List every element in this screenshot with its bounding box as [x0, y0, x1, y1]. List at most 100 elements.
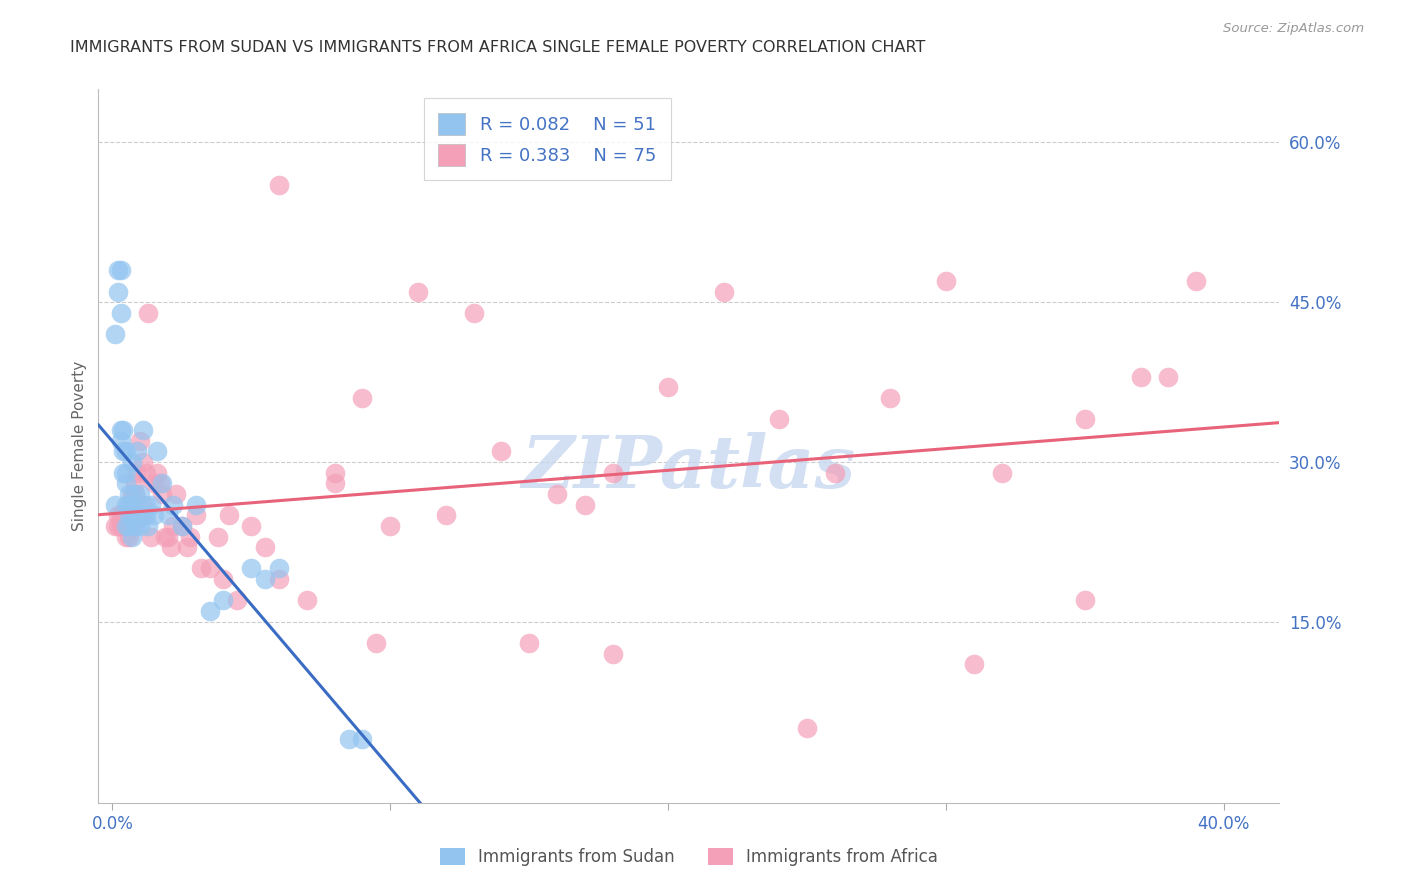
Text: ZIPatlas: ZIPatlas: [522, 432, 856, 503]
Point: [323, 466, 346, 480]
Point: [198, 604, 221, 618]
Point: [124, 476, 146, 491]
Point: [713, 285, 735, 299]
Point: [143, 508, 166, 523]
Point: [127, 508, 149, 523]
Point: [115, 476, 138, 491]
Point: [380, 519, 402, 533]
Point: [935, 274, 957, 288]
Point: [118, 487, 141, 501]
Point: [129, 508, 152, 523]
Point: [127, 466, 149, 480]
Point: [104, 327, 127, 342]
Point: [118, 519, 141, 533]
Point: [1074, 593, 1097, 607]
Point: [366, 636, 388, 650]
Point: [323, 476, 346, 491]
Point: [146, 444, 169, 458]
Point: [124, 508, 146, 523]
Point: [138, 519, 160, 533]
Point: [517, 636, 540, 650]
Point: [118, 519, 141, 533]
Point: [118, 529, 141, 543]
Point: [121, 498, 143, 512]
Point: [406, 285, 429, 299]
Point: [179, 529, 201, 543]
Point: [156, 529, 179, 543]
Point: [162, 498, 184, 512]
Point: [129, 434, 152, 448]
Point: [602, 466, 624, 480]
Legend: Immigrants from Sudan, Immigrants from Africa: Immigrants from Sudan, Immigrants from A…: [433, 841, 945, 873]
Point: [170, 519, 193, 533]
Point: [104, 519, 127, 533]
Point: [156, 508, 179, 523]
Point: [254, 572, 277, 586]
Point: [107, 285, 129, 299]
Point: [107, 519, 129, 533]
Point: [110, 306, 132, 320]
Point: [112, 423, 135, 437]
Point: [121, 508, 143, 523]
Point: [824, 466, 846, 480]
Point: [115, 508, 138, 523]
Point: [110, 434, 132, 448]
Point: [115, 498, 138, 512]
Point: [141, 498, 163, 512]
Point: [129, 487, 152, 501]
Point: [104, 498, 127, 512]
Point: [963, 657, 986, 672]
Point: [240, 561, 263, 575]
Point: [110, 423, 132, 437]
Point: [132, 508, 155, 523]
Point: [129, 519, 152, 533]
Point: [110, 519, 132, 533]
Point: [110, 508, 132, 523]
Point: [115, 444, 138, 458]
Point: [352, 731, 374, 746]
Point: [463, 306, 485, 320]
Point: [254, 540, 277, 554]
Point: [1129, 369, 1152, 384]
Point: [112, 466, 135, 480]
Point: [124, 519, 146, 533]
Y-axis label: Single Female Poverty: Single Female Poverty: [72, 361, 87, 531]
Point: [337, 731, 360, 746]
Point: [115, 519, 138, 533]
Point: [212, 572, 235, 586]
Point: [657, 380, 679, 394]
Point: [135, 498, 157, 512]
Point: [148, 476, 170, 491]
Point: [118, 498, 141, 512]
Point: [112, 444, 135, 458]
Point: [162, 519, 184, 533]
Point: [574, 498, 596, 512]
Point: [143, 476, 166, 491]
Point: [138, 306, 160, 320]
Point: [184, 498, 207, 512]
Point: [153, 529, 176, 543]
Point: [218, 508, 240, 523]
Point: [796, 721, 818, 735]
Point: [1157, 369, 1180, 384]
Point: [159, 540, 181, 554]
Point: [135, 508, 157, 523]
Point: [110, 263, 132, 277]
Point: [127, 444, 149, 458]
Point: [184, 508, 207, 523]
Point: [124, 487, 146, 501]
Point: [141, 529, 163, 543]
Point: [602, 647, 624, 661]
Point: [267, 178, 290, 192]
Point: [150, 487, 173, 501]
Text: Source: ZipAtlas.com: Source: ZipAtlas.com: [1223, 22, 1364, 36]
Point: [118, 508, 141, 523]
Point: [267, 572, 290, 586]
Point: [176, 540, 198, 554]
Point: [165, 487, 187, 501]
Point: [879, 391, 901, 405]
Point: [990, 466, 1012, 480]
Point: [132, 455, 155, 469]
Point: [267, 561, 290, 575]
Point: [491, 444, 513, 458]
